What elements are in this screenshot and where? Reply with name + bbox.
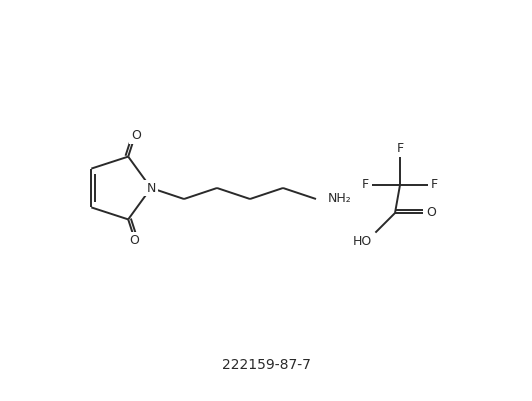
Text: HO: HO xyxy=(353,235,372,247)
Text: F: F xyxy=(431,178,438,192)
Text: NH₂: NH₂ xyxy=(328,192,352,205)
Text: O: O xyxy=(426,207,436,219)
Text: F: F xyxy=(362,178,369,192)
Text: O: O xyxy=(131,129,141,142)
Text: O: O xyxy=(129,234,139,247)
Text: F: F xyxy=(396,142,404,155)
Text: N: N xyxy=(146,182,156,194)
Text: 222159-87-7: 222159-87-7 xyxy=(221,358,311,372)
